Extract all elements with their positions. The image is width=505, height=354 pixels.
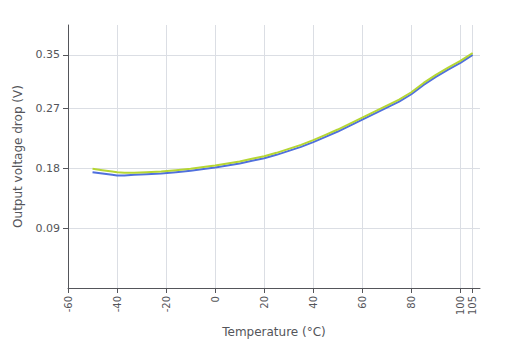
- svg-text:-40: -40: [112, 296, 123, 312]
- svg-text:0.35: 0.35: [36, 48, 61, 61]
- svg-text:105: 105: [467, 296, 478, 315]
- svg-text:60: 60: [357, 296, 368, 309]
- svg-text:20: 20: [259, 296, 270, 309]
- svg-text:0.18: 0.18: [36, 162, 61, 175]
- svg-text:40: 40: [308, 296, 319, 309]
- svg-text:80: 80: [406, 296, 417, 309]
- svg-text:-60: -60: [63, 296, 74, 312]
- svg-text:Temperature (°C): Temperature (°C): [221, 325, 326, 339]
- svg-text:0.27: 0.27: [36, 102, 61, 115]
- svg-text:Output voltage drop (V): Output voltage drop (V): [11, 85, 25, 228]
- svg-text:-20: -20: [161, 296, 172, 312]
- svg-text:0.09: 0.09: [36, 222, 61, 235]
- svg-text:0: 0: [210, 296, 221, 302]
- svg-text:100: 100: [455, 296, 466, 315]
